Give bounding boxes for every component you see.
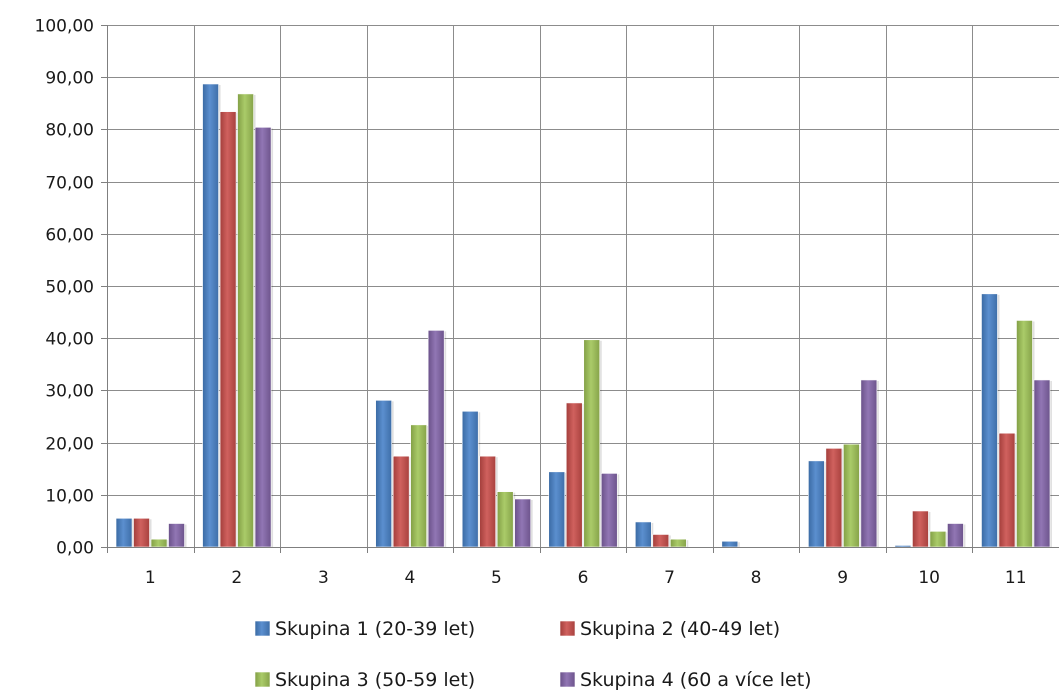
bar-series-4-cat-11 xyxy=(1033,379,1051,548)
bar-series-2-cat-10 xyxy=(912,510,929,548)
x-tick-label: 2 xyxy=(231,568,242,588)
bar-series-4-cat-6 xyxy=(600,473,618,548)
bar-series-3-cat-10 xyxy=(929,531,947,548)
bar-series-2-cat-1 xyxy=(133,517,150,548)
bar-series-3-cat-9 xyxy=(843,443,860,548)
bar-series-3-cat-4 xyxy=(410,424,427,548)
x-tick-label: 6 xyxy=(578,568,589,588)
bar-series-1-cat-8 xyxy=(721,540,739,548)
y-tick-label: 100,00 xyxy=(35,17,94,37)
bar-series-1-cat-5 xyxy=(461,410,479,548)
bar-series-1-cat-10 xyxy=(894,545,912,548)
legend: Skupina 1 (20-39 let) Skupina 2 (40-49 le… xyxy=(254,618,812,691)
bar-series-2-cat-5 xyxy=(479,455,497,548)
bar-series-1-cat-9 xyxy=(808,460,825,548)
bar-series-3-cat-1 xyxy=(150,538,168,548)
legend-label-series-2: Skupina 2 (40-49 let) xyxy=(580,618,780,640)
y-tick-label: 90,00 xyxy=(45,69,94,89)
bar-series-1-cat-6 xyxy=(548,471,566,548)
bar-series-1-cat-7 xyxy=(634,521,652,548)
y-tick-label: 10,00 xyxy=(45,487,94,507)
bar-series-3-cat-2 xyxy=(237,93,254,548)
x-tick-label: 1 xyxy=(145,568,156,588)
x-tick-label: 7 xyxy=(664,568,675,588)
x-tick-label: 3 xyxy=(318,568,329,588)
y-tick-label: 30,00 xyxy=(45,382,94,402)
y-tick-label: 70,00 xyxy=(45,174,94,194)
bar-series-4-cat-2 xyxy=(254,127,272,548)
bars xyxy=(115,83,1052,549)
bar-series-4-cat-9 xyxy=(860,379,878,548)
bar-series-3-cat-7 xyxy=(669,538,687,548)
x-tick-label: 11 xyxy=(1005,568,1027,588)
bar-series-4-cat-5 xyxy=(514,498,532,548)
bar-series-2-cat-4 xyxy=(392,455,410,548)
axes: 0,00 10,00 20,00 30,00 40,00 50,00 60,00 70,00 8… xyxy=(35,17,1059,588)
bar-series-1-cat-4 xyxy=(375,400,392,548)
y-tick-label: 60,00 xyxy=(45,226,94,246)
y-tick-label: 20,00 xyxy=(45,435,94,455)
bar-series-2-cat-6 xyxy=(565,402,583,548)
bar-series-2-cat-9 xyxy=(825,448,843,548)
x-tick-label: 10 xyxy=(918,568,940,588)
bar-series-3-cat-6 xyxy=(583,339,601,548)
x-tick-label: 5 xyxy=(491,568,502,588)
y-tick-label: 80,00 xyxy=(45,121,94,141)
x-tick-label: 8 xyxy=(751,568,762,588)
x-tick-label: 4 xyxy=(404,568,415,588)
bar-series-1-cat-11 xyxy=(981,293,998,548)
bar-series-2-cat-7 xyxy=(652,534,670,548)
x-tick-label: 9 xyxy=(837,568,848,588)
bar-series-3-cat-11 xyxy=(1016,320,1033,548)
bar-series-2-cat-11 xyxy=(998,432,1016,548)
y-tick-label: 0,00 xyxy=(56,539,94,559)
legend-swatch-series-1 xyxy=(254,620,271,637)
y-tick-label: 50,00 xyxy=(45,278,94,298)
bar-series-3-cat-5 xyxy=(496,491,514,548)
bar-series-4-cat-1 xyxy=(168,523,185,548)
bar-series-4-cat-4 xyxy=(427,330,445,548)
legend-swatch-series-2 xyxy=(559,620,576,637)
bar-series-1-cat-2 xyxy=(202,83,219,548)
bar-series-2-cat-2 xyxy=(219,111,237,548)
bar-series-1-cat-1 xyxy=(115,517,133,548)
bar-series-4-cat-10 xyxy=(947,523,964,548)
y-tick-label: 40,00 xyxy=(45,330,94,350)
legend-label-series-4: Skupina 4 (60 a více let) xyxy=(580,669,812,691)
legend-label-series-3: Skupina 3 (50-59 let) xyxy=(275,669,475,691)
legend-label-series-1: Skupina 1 (20-39 let) xyxy=(275,618,475,640)
legend-swatch-series-3 xyxy=(254,671,271,688)
legend-swatch-series-4 xyxy=(559,671,576,688)
